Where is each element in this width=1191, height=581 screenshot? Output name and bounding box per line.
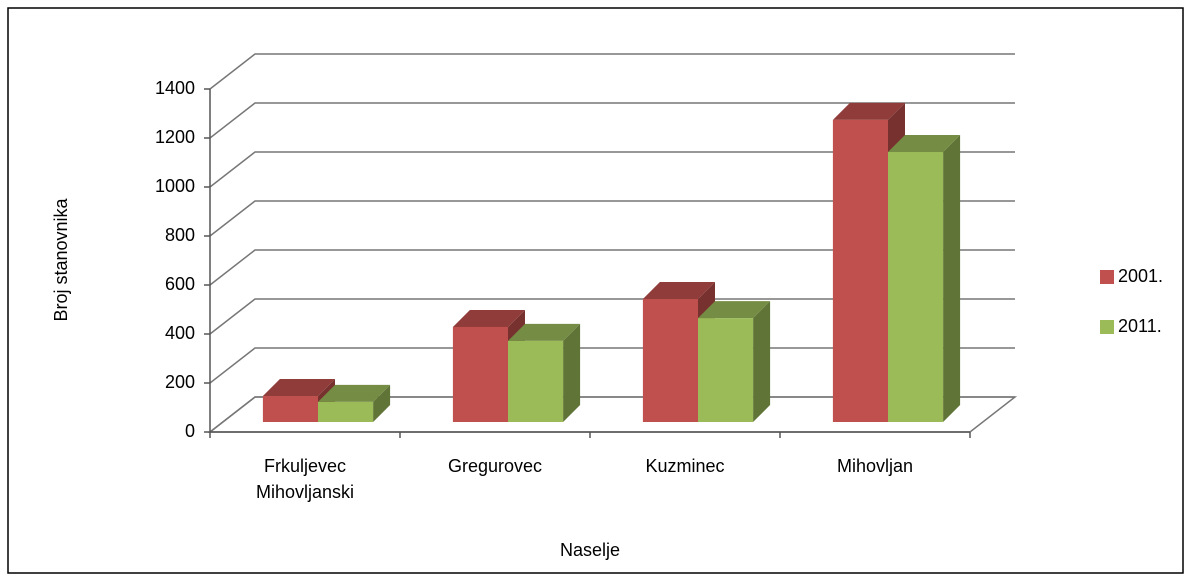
grid-line xyxy=(209,102,1015,139)
bar-side xyxy=(943,135,961,422)
grid-line xyxy=(209,298,1015,335)
y-tick-label: 1400 xyxy=(155,78,195,98)
grid-line xyxy=(209,151,1015,188)
y-tick-label: 1000 xyxy=(155,176,195,196)
bar-top xyxy=(262,379,335,397)
bar xyxy=(642,299,698,422)
x-tick-label: Kuzminec xyxy=(645,456,724,476)
legend-swatch xyxy=(1100,320,1114,334)
grid-line xyxy=(209,53,1015,90)
bar-top xyxy=(888,135,961,153)
x-tick-label: Gregurovec xyxy=(448,456,542,476)
y-tick-label: 1200 xyxy=(155,127,195,147)
grid-line xyxy=(209,200,1015,237)
y-tick-label: 400 xyxy=(165,323,195,343)
bar xyxy=(888,152,944,422)
chart-border xyxy=(7,7,1184,574)
bar xyxy=(508,340,564,422)
y-axis-title: Broj stanovnika xyxy=(51,197,71,321)
x-tick-label: Frkuljevec Mihovljanski xyxy=(256,456,354,502)
y-tick-label: 600 xyxy=(165,274,195,294)
bar xyxy=(452,326,508,422)
bar xyxy=(318,401,374,422)
bar-top xyxy=(508,323,581,341)
bar-top xyxy=(318,384,391,402)
bar-side xyxy=(563,323,581,422)
bar xyxy=(698,318,754,422)
bar-side xyxy=(373,384,391,422)
y-tick-label: 0 xyxy=(185,421,195,441)
legend-label: 2011. xyxy=(1118,316,1162,336)
grid-line xyxy=(209,249,1015,286)
x-tick-label: Mihovljan xyxy=(837,456,913,476)
bar xyxy=(262,396,318,422)
y-tick-label: 200 xyxy=(165,372,195,392)
legend-swatch xyxy=(1100,270,1114,284)
bar-top xyxy=(642,282,715,300)
bar-top xyxy=(452,309,525,327)
bar-side xyxy=(753,301,771,422)
legend-label: 2001. xyxy=(1118,266,1163,286)
x-axis-title: Naselje xyxy=(560,540,620,560)
bar xyxy=(832,119,888,422)
bar-top xyxy=(698,301,771,319)
bar-top xyxy=(832,102,905,120)
y-tick-label: 800 xyxy=(165,225,195,245)
